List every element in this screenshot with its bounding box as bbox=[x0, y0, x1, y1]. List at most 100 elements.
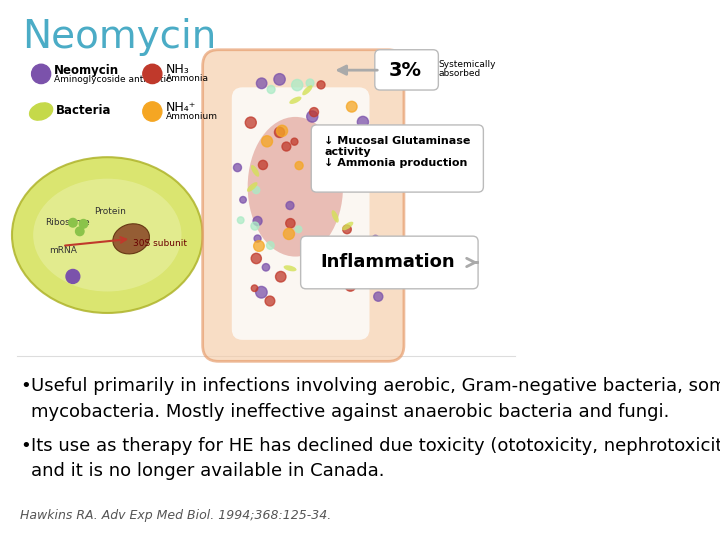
Ellipse shape bbox=[342, 221, 354, 231]
Text: and it is no longer available in Canada.: and it is no longer available in Canada. bbox=[30, 462, 384, 480]
Circle shape bbox=[292, 79, 303, 91]
Circle shape bbox=[76, 227, 84, 235]
Text: Ammonium: Ammonium bbox=[166, 112, 217, 121]
Circle shape bbox=[307, 111, 318, 122]
Circle shape bbox=[240, 197, 246, 203]
Text: Ammonia: Ammonia bbox=[166, 74, 209, 83]
Ellipse shape bbox=[113, 224, 150, 254]
Circle shape bbox=[256, 78, 267, 89]
Ellipse shape bbox=[302, 85, 312, 95]
Circle shape bbox=[343, 225, 351, 234]
Circle shape bbox=[265, 296, 275, 306]
Circle shape bbox=[258, 160, 268, 170]
Text: Neomycin: Neomycin bbox=[54, 64, 120, 77]
Circle shape bbox=[286, 201, 294, 210]
Circle shape bbox=[262, 264, 269, 271]
Ellipse shape bbox=[30, 103, 53, 120]
Circle shape bbox=[256, 286, 267, 298]
Text: Neomycin: Neomycin bbox=[22, 17, 217, 56]
Ellipse shape bbox=[284, 265, 297, 272]
Circle shape bbox=[254, 235, 261, 242]
Circle shape bbox=[345, 281, 356, 291]
Text: ↓ Ammonia production: ↓ Ammonia production bbox=[325, 158, 468, 167]
Circle shape bbox=[348, 180, 357, 190]
Text: Systemically: Systemically bbox=[438, 60, 496, 69]
Ellipse shape bbox=[12, 157, 202, 313]
Circle shape bbox=[253, 217, 262, 226]
FancyBboxPatch shape bbox=[311, 125, 483, 192]
Circle shape bbox=[266, 241, 274, 249]
Ellipse shape bbox=[332, 210, 339, 222]
Text: Ribosome: Ribosome bbox=[45, 218, 89, 227]
Circle shape bbox=[68, 218, 77, 227]
FancyBboxPatch shape bbox=[375, 50, 438, 90]
Text: Hawkins RA. Adv Exp Med Biol. 1994;368:125-34.: Hawkins RA. Adv Exp Med Biol. 1994;368:1… bbox=[20, 509, 331, 522]
Text: Bacteria: Bacteria bbox=[55, 104, 111, 117]
Circle shape bbox=[276, 125, 287, 137]
Ellipse shape bbox=[289, 97, 302, 104]
Text: •: • bbox=[20, 436, 31, 455]
Circle shape bbox=[320, 256, 328, 264]
Circle shape bbox=[261, 136, 273, 147]
Text: NH₃: NH₃ bbox=[166, 63, 189, 76]
Circle shape bbox=[251, 253, 261, 264]
Text: Its use as therapy for HE has declined due toxicity (ototoxicity, nephrotoxicity: Its use as therapy for HE has declined d… bbox=[30, 436, 720, 455]
Text: 3%: 3% bbox=[389, 60, 422, 80]
Circle shape bbox=[246, 117, 256, 128]
Circle shape bbox=[291, 138, 298, 145]
Circle shape bbox=[274, 73, 285, 85]
FancyBboxPatch shape bbox=[202, 50, 404, 361]
Text: NH₄⁺: NH₄⁺ bbox=[166, 101, 196, 114]
Ellipse shape bbox=[321, 250, 330, 262]
Circle shape bbox=[284, 228, 294, 240]
FancyBboxPatch shape bbox=[232, 87, 369, 340]
Circle shape bbox=[143, 64, 162, 84]
Circle shape bbox=[335, 181, 344, 191]
Text: Useful primarily in infections involving aerobic, Gram-negative bacteria, some: Useful primarily in infections involving… bbox=[30, 377, 720, 395]
Ellipse shape bbox=[318, 179, 330, 185]
Circle shape bbox=[66, 269, 80, 284]
Circle shape bbox=[253, 241, 264, 252]
Circle shape bbox=[357, 116, 369, 127]
Circle shape bbox=[295, 226, 302, 233]
Circle shape bbox=[338, 158, 348, 168]
Circle shape bbox=[253, 186, 260, 194]
Text: 30S subunit: 30S subunit bbox=[132, 239, 186, 248]
Ellipse shape bbox=[323, 131, 334, 141]
Circle shape bbox=[32, 64, 50, 84]
Circle shape bbox=[317, 81, 325, 89]
Circle shape bbox=[358, 128, 366, 136]
Circle shape bbox=[320, 273, 327, 280]
Circle shape bbox=[238, 217, 244, 224]
Text: mycobacteria. Mostly ineffective against anaerobic bacteria and fungi.: mycobacteria. Mostly ineffective against… bbox=[30, 403, 669, 421]
Circle shape bbox=[372, 235, 379, 242]
Ellipse shape bbox=[33, 179, 181, 292]
FancyBboxPatch shape bbox=[301, 236, 478, 289]
Circle shape bbox=[276, 272, 286, 282]
Circle shape bbox=[251, 285, 258, 292]
Circle shape bbox=[274, 127, 284, 138]
Circle shape bbox=[267, 85, 275, 93]
Circle shape bbox=[251, 222, 259, 230]
Text: Protein: Protein bbox=[94, 207, 126, 217]
Circle shape bbox=[354, 139, 363, 148]
Circle shape bbox=[233, 164, 241, 172]
Circle shape bbox=[305, 255, 314, 264]
Text: activity: activity bbox=[325, 147, 371, 157]
Circle shape bbox=[282, 142, 291, 151]
Circle shape bbox=[306, 79, 314, 87]
Circle shape bbox=[354, 159, 362, 168]
Text: mRNA: mRNA bbox=[49, 246, 77, 255]
Circle shape bbox=[79, 219, 88, 228]
Circle shape bbox=[374, 292, 383, 301]
Text: Inflammation: Inflammation bbox=[320, 253, 455, 272]
Circle shape bbox=[286, 219, 295, 228]
Circle shape bbox=[319, 270, 328, 279]
Text: •: • bbox=[20, 377, 31, 395]
Ellipse shape bbox=[247, 182, 258, 192]
Text: ↓ Mucosal Glutaminase: ↓ Mucosal Glutaminase bbox=[325, 136, 471, 146]
Text: absorbed: absorbed bbox=[438, 69, 481, 78]
Circle shape bbox=[310, 107, 318, 117]
Text: Aminoglycoside antibiotic: Aminoglycoside antibiotic bbox=[54, 75, 171, 84]
Circle shape bbox=[143, 102, 162, 121]
